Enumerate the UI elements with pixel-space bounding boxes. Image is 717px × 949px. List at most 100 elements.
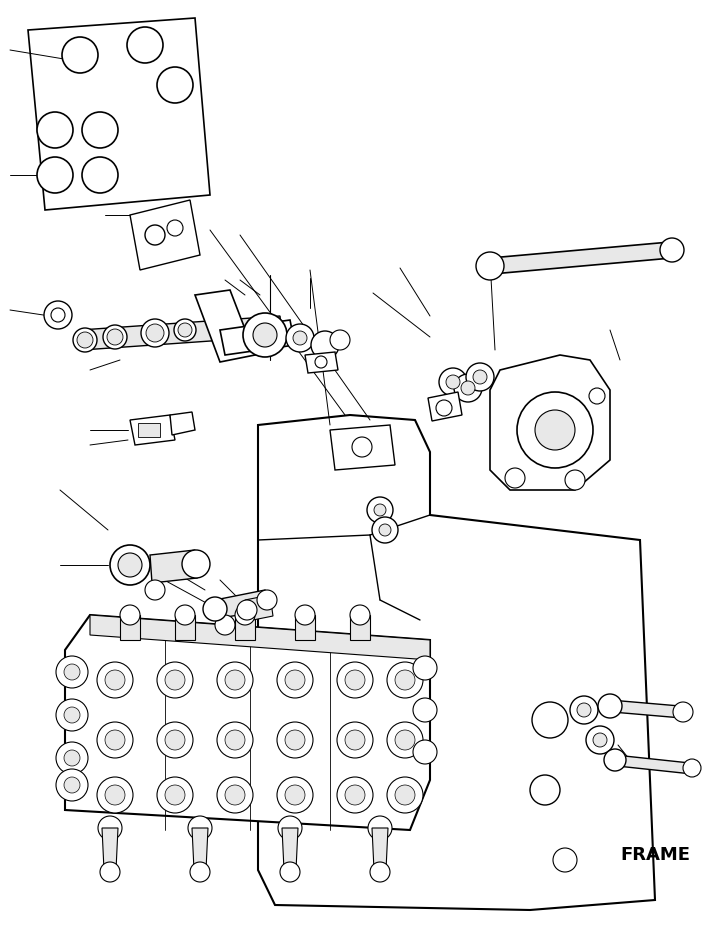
Circle shape [598, 694, 622, 718]
Circle shape [461, 381, 475, 395]
Circle shape [64, 777, 80, 793]
Polygon shape [330, 425, 395, 470]
Circle shape [56, 769, 88, 801]
Circle shape [98, 816, 122, 840]
Polygon shape [258, 415, 655, 910]
Circle shape [56, 742, 88, 774]
Bar [138, 423, 160, 437]
Circle shape [141, 319, 169, 347]
Circle shape [118, 553, 142, 577]
Polygon shape [28, 18, 210, 210]
Circle shape [345, 730, 365, 750]
Circle shape [395, 730, 415, 750]
Circle shape [157, 67, 193, 103]
Text: FRAME: FRAME [620, 846, 690, 864]
Circle shape [97, 722, 133, 758]
Circle shape [103, 325, 127, 349]
Polygon shape [175, 615, 195, 640]
Circle shape [178, 323, 192, 337]
Circle shape [217, 722, 253, 758]
Polygon shape [295, 615, 315, 640]
Circle shape [277, 662, 313, 698]
Polygon shape [65, 615, 430, 830]
Circle shape [387, 777, 423, 813]
Polygon shape [282, 828, 298, 870]
Circle shape [454, 374, 482, 402]
Circle shape [157, 722, 193, 758]
Circle shape [413, 656, 437, 680]
Circle shape [295, 605, 315, 625]
Circle shape [413, 698, 437, 722]
Circle shape [553, 848, 577, 872]
Circle shape [167, 220, 183, 236]
Circle shape [105, 730, 125, 750]
Circle shape [577, 703, 591, 717]
Circle shape [225, 785, 245, 805]
Circle shape [215, 615, 235, 635]
Polygon shape [130, 200, 200, 270]
Circle shape [145, 580, 165, 600]
Polygon shape [150, 550, 197, 583]
Circle shape [413, 740, 437, 764]
Circle shape [530, 775, 560, 805]
Circle shape [517, 392, 593, 468]
Polygon shape [245, 595, 273, 621]
Circle shape [82, 112, 118, 148]
Circle shape [370, 862, 390, 882]
Circle shape [532, 702, 568, 738]
Polygon shape [490, 355, 610, 490]
Circle shape [285, 670, 305, 690]
Circle shape [64, 707, 80, 723]
Circle shape [235, 605, 255, 625]
Circle shape [395, 670, 415, 690]
Circle shape [257, 590, 277, 610]
Circle shape [82, 157, 118, 193]
Circle shape [182, 550, 210, 578]
Circle shape [473, 370, 487, 384]
Circle shape [190, 862, 210, 882]
Circle shape [188, 816, 212, 840]
Polygon shape [102, 828, 118, 870]
Circle shape [286, 324, 314, 352]
Polygon shape [215, 590, 270, 618]
Circle shape [570, 696, 598, 724]
Circle shape [345, 670, 365, 690]
Circle shape [243, 313, 287, 357]
Circle shape [330, 330, 350, 350]
Circle shape [387, 722, 423, 758]
Polygon shape [90, 615, 430, 660]
Circle shape [56, 699, 88, 731]
Circle shape [285, 730, 305, 750]
Circle shape [337, 662, 373, 698]
Circle shape [368, 816, 392, 840]
Polygon shape [372, 828, 388, 870]
Circle shape [77, 332, 93, 348]
Circle shape [476, 252, 504, 280]
Circle shape [225, 670, 245, 690]
Circle shape [374, 504, 386, 516]
Circle shape [505, 468, 525, 488]
Circle shape [51, 308, 65, 322]
Circle shape [285, 785, 305, 805]
Polygon shape [235, 615, 255, 640]
Circle shape [436, 400, 452, 416]
Circle shape [387, 662, 423, 698]
Circle shape [311, 331, 339, 359]
Circle shape [253, 323, 277, 347]
Polygon shape [220, 320, 295, 355]
Polygon shape [130, 415, 175, 445]
Circle shape [105, 670, 125, 690]
Circle shape [217, 777, 253, 813]
Circle shape [44, 301, 72, 329]
Circle shape [56, 656, 88, 688]
Circle shape [367, 497, 393, 523]
Circle shape [280, 862, 300, 882]
Polygon shape [195, 290, 255, 362]
Circle shape [673, 702, 693, 722]
Circle shape [565, 470, 585, 490]
Circle shape [105, 785, 125, 805]
Circle shape [395, 785, 415, 805]
Circle shape [145, 225, 165, 245]
Circle shape [73, 328, 97, 352]
Circle shape [337, 777, 373, 813]
